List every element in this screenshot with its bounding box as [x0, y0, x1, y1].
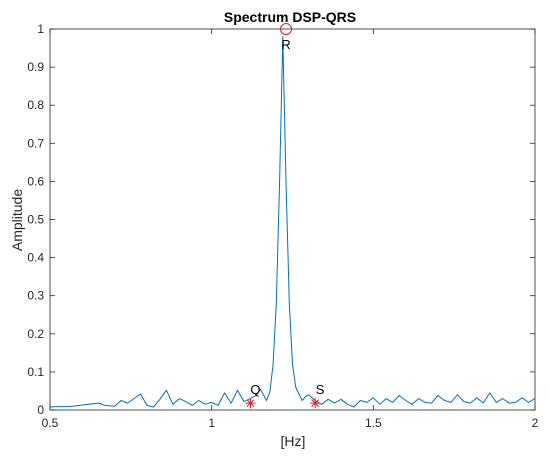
point-marker-q	[245, 398, 256, 409]
plot-area: 0.5 1 1.5 2 0 0.1 0.2 0.3 0.4 0.5 0.6 0.7 0.8 0.9 1 R Q S	[27, 22, 538, 430]
y-tick-label: 0.1	[27, 365, 44, 379]
y-tick-label: 0.5	[27, 213, 44, 227]
x-axis-label: [Hz]	[281, 433, 306, 449]
y-tick-label: 0.6	[27, 174, 44, 188]
y-tick-label: 0.7	[27, 136, 44, 150]
y-tick-label: 0.8	[27, 98, 44, 112]
point-label-s: S	[316, 382, 325, 397]
point-marker-s	[310, 398, 321, 409]
chart-title: Spectrum DSP-QRS	[224, 9, 356, 25]
peak-label-r: R	[281, 37, 290, 52]
y-tick-label: 0	[37, 403, 44, 417]
y-tick-label: 0.9	[27, 60, 44, 74]
y-tick-label: 1	[37, 22, 44, 36]
peak-marker-r	[280, 23, 293, 35]
y-tick-label: 0.2	[27, 327, 44, 341]
point-label-q: Q	[250, 382, 260, 397]
y-tick-label: 0.4	[27, 251, 44, 265]
y-axis-label: Amplitude	[9, 189, 25, 251]
spectrum-line	[49, 36, 536, 408]
plot-box	[49, 28, 536, 411]
y-tick-label: 0.3	[27, 289, 44, 303]
x-tick-label: 1	[208, 416, 215, 430]
x-tick-label: 2	[532, 416, 539, 430]
x-tick-label: 0.5	[42, 416, 59, 430]
x-tick-label: 1.5	[365, 416, 382, 430]
